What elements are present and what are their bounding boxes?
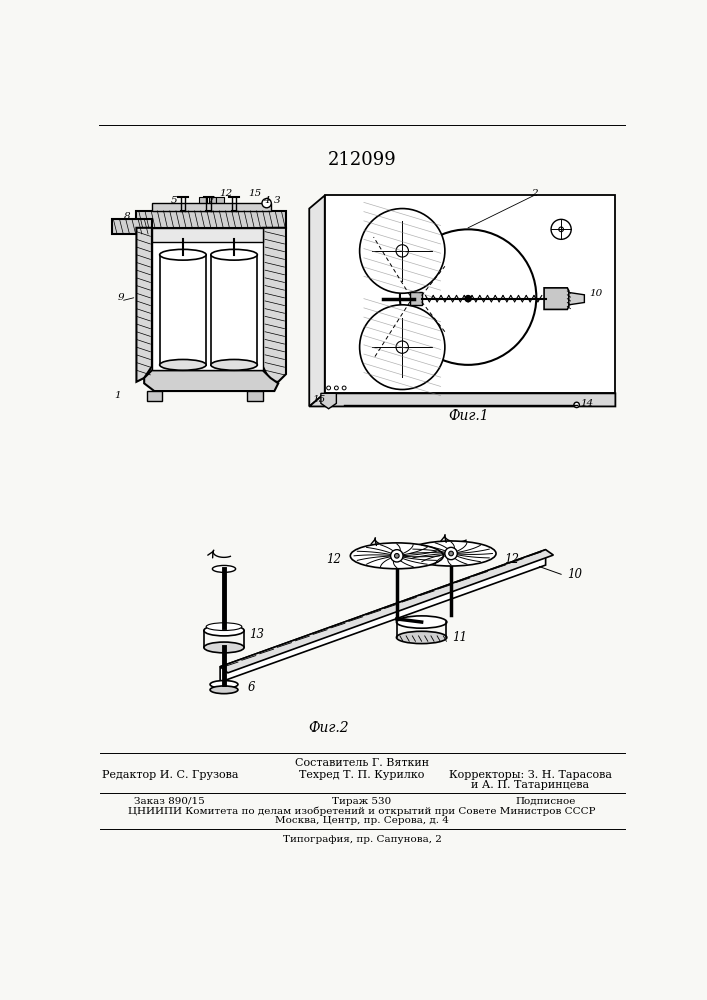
Circle shape: [396, 341, 409, 353]
Polygon shape: [309, 393, 615, 406]
Ellipse shape: [397, 616, 447, 628]
Circle shape: [465, 296, 472, 302]
Text: и А. П. Татаринцева: и А. П. Татаринцева: [471, 780, 589, 790]
Text: 6: 6: [247, 681, 255, 694]
Ellipse shape: [160, 249, 206, 260]
Polygon shape: [199, 197, 207, 211]
Text: Фиг.2: Фиг.2: [308, 721, 349, 735]
Text: 8: 8: [124, 212, 130, 221]
Text: 12: 12: [326, 553, 341, 566]
Circle shape: [262, 199, 271, 208]
Ellipse shape: [351, 543, 443, 569]
Text: 12: 12: [220, 189, 233, 198]
Ellipse shape: [212, 565, 235, 572]
Ellipse shape: [204, 625, 244, 636]
Circle shape: [574, 402, 579, 408]
Text: Техред Т. П. Курилко: Техред Т. П. Курилко: [299, 770, 425, 780]
Text: Тираж 530: Тираж 530: [332, 797, 392, 806]
Text: 9: 9: [117, 293, 124, 302]
Circle shape: [449, 551, 453, 556]
Circle shape: [391, 550, 403, 562]
Ellipse shape: [211, 249, 257, 260]
Text: 11: 11: [452, 631, 467, 644]
Polygon shape: [309, 195, 325, 406]
Circle shape: [360, 209, 445, 293]
Polygon shape: [216, 197, 224, 211]
Polygon shape: [112, 219, 152, 234]
Text: Подписное: Подписное: [515, 797, 575, 806]
Polygon shape: [220, 550, 554, 673]
Ellipse shape: [211, 359, 257, 370]
Ellipse shape: [160, 359, 206, 370]
Text: Составитель Г. Вяткин: Составитель Г. Вяткин: [295, 758, 429, 768]
Text: 7: 7: [208, 196, 214, 205]
Circle shape: [559, 227, 563, 232]
Polygon shape: [569, 292, 585, 305]
Circle shape: [551, 219, 571, 239]
Text: Заказ 890/15: Заказ 890/15: [134, 797, 205, 806]
Text: 14: 14: [580, 399, 593, 408]
Text: Москва, Центр, пр. Серова, д. 4: Москва, Центр, пр. Серова, д. 4: [275, 816, 449, 825]
Text: 3: 3: [274, 196, 281, 205]
Text: Редактор И. С. Грузова: Редактор И. С. Грузова: [102, 770, 238, 780]
Text: 15: 15: [248, 189, 262, 198]
Text: 5: 5: [170, 196, 177, 205]
Polygon shape: [410, 292, 421, 305]
Polygon shape: [152, 203, 271, 211]
Ellipse shape: [206, 623, 242, 631]
Polygon shape: [544, 288, 569, 309]
Circle shape: [360, 305, 445, 389]
Ellipse shape: [210, 681, 238, 688]
Circle shape: [400, 229, 537, 365]
Polygon shape: [146, 391, 162, 401]
Circle shape: [395, 554, 399, 558]
Circle shape: [327, 386, 331, 390]
Text: 10: 10: [567, 568, 583, 581]
Ellipse shape: [210, 686, 238, 694]
Ellipse shape: [406, 541, 496, 566]
Text: 15: 15: [312, 395, 326, 404]
Polygon shape: [263, 228, 286, 382]
Text: 4: 4: [263, 196, 270, 205]
Polygon shape: [220, 550, 546, 682]
Circle shape: [396, 245, 409, 257]
Polygon shape: [325, 195, 615, 393]
Text: Фиг.1: Фиг.1: [448, 409, 489, 423]
Text: 212099: 212099: [327, 151, 397, 169]
Ellipse shape: [204, 642, 244, 653]
Polygon shape: [144, 370, 279, 391]
Polygon shape: [152, 228, 263, 242]
Polygon shape: [136, 228, 152, 382]
Circle shape: [342, 386, 346, 390]
Text: Типография, пр. Сапунова, 2: Типография, пр. Сапунова, 2: [283, 835, 441, 844]
Text: 1: 1: [115, 391, 121, 400]
Polygon shape: [321, 393, 337, 409]
Polygon shape: [152, 228, 263, 370]
Polygon shape: [209, 197, 216, 211]
Text: 2: 2: [531, 189, 537, 198]
Polygon shape: [247, 391, 263, 401]
Polygon shape: [136, 211, 286, 228]
Text: Корректоры: З. Н. Тарасова: Корректоры: З. Н. Тарасова: [449, 770, 612, 780]
Ellipse shape: [397, 631, 447, 644]
Polygon shape: [160, 255, 206, 365]
Text: ЦНИИПИ Комитета по делам изобретений и открытий при Совете Министров СССР: ЦНИИПИ Комитета по делам изобретений и о…: [128, 807, 596, 816]
Polygon shape: [211, 255, 257, 365]
Text: 10: 10: [590, 289, 602, 298]
Circle shape: [334, 386, 339, 390]
Circle shape: [445, 547, 457, 560]
Text: 13: 13: [249, 628, 264, 641]
Text: 12: 12: [504, 553, 519, 566]
